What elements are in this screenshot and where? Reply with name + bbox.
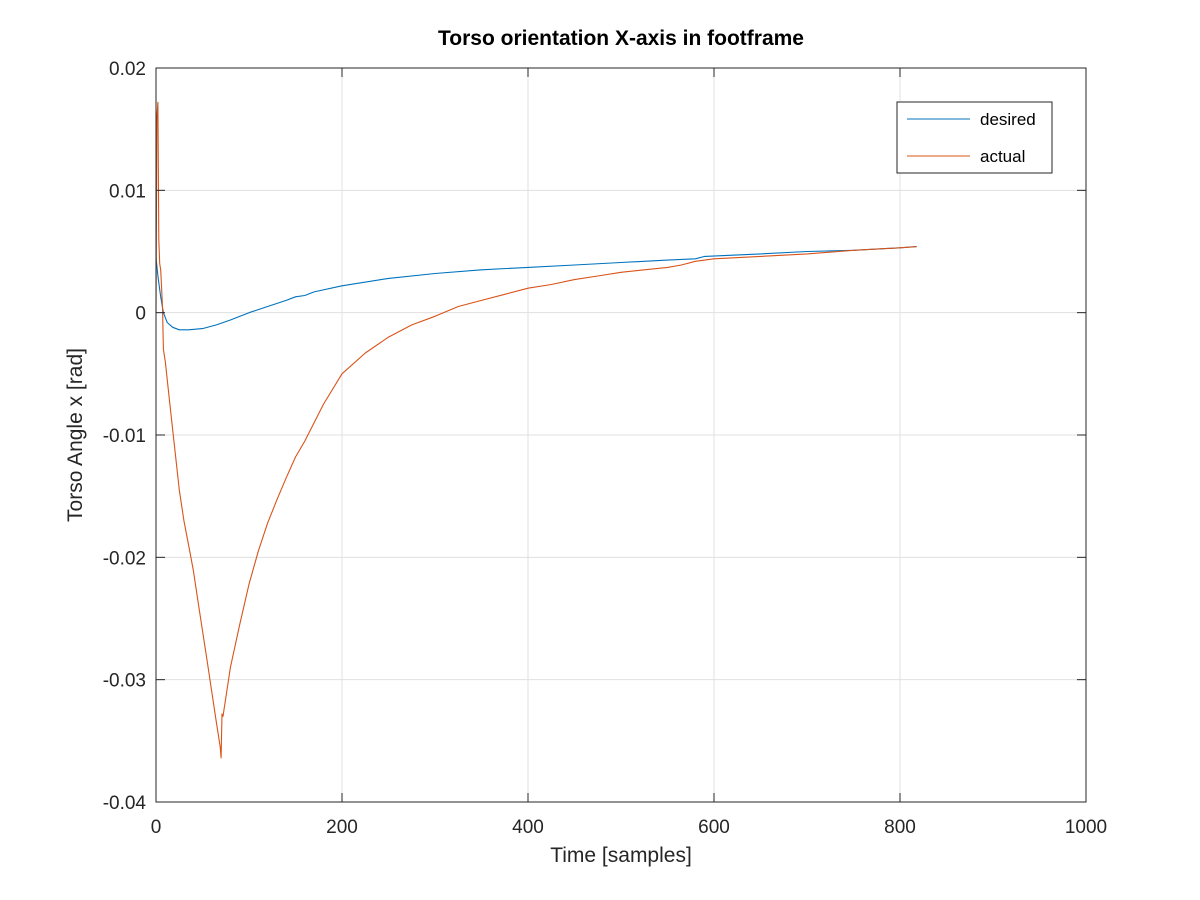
legend: desired actual — [896, 101, 1053, 174]
series-line-actual — [155, 101, 917, 759]
y-tick-label: -0.02 — [103, 548, 146, 569]
y-tick-label: 0.02 — [109, 59, 146, 80]
y-tick-label: 0.01 — [109, 181, 146, 202]
y-tick-label: -0.01 — [103, 426, 146, 447]
y-tick-labels: -0.04 -0.03 -0.02 -0.01 0 0.01 0.02 — [103, 59, 147, 814]
series-line-desired — [155, 246, 917, 331]
x-tick-label: 200 — [326, 817, 358, 838]
x-tick-label: 400 — [512, 817, 544, 838]
x-axis-title: Time [samples] — [550, 844, 692, 867]
chart-title: Torso orientation X-axis in footframe — [438, 27, 804, 50]
legend-box — [896, 101, 1053, 174]
axis-ticks — [155, 67, 1087, 803]
x-tick-label: 600 — [698, 817, 730, 838]
x-tick-label: 800 — [884, 817, 916, 838]
x-tick-labels: 0 200 400 600 800 1000 — [151, 817, 1107, 838]
y-axis-title: Torso Angle x [rad] — [64, 348, 87, 522]
y-tick-label: 0 — [135, 304, 146, 325]
x-tick-label: 0 — [151, 817, 162, 838]
legend-label-actual: actual — [980, 147, 1025, 166]
grid-lines — [155, 67, 1087, 803]
y-tick-label: -0.04 — [103, 793, 147, 814]
y-tick-label: -0.03 — [103, 671, 146, 692]
legend-label-desired: desired — [980, 110, 1036, 129]
series-lines — [155, 101, 917, 759]
x-tick-label: 1000 — [1065, 817, 1107, 838]
